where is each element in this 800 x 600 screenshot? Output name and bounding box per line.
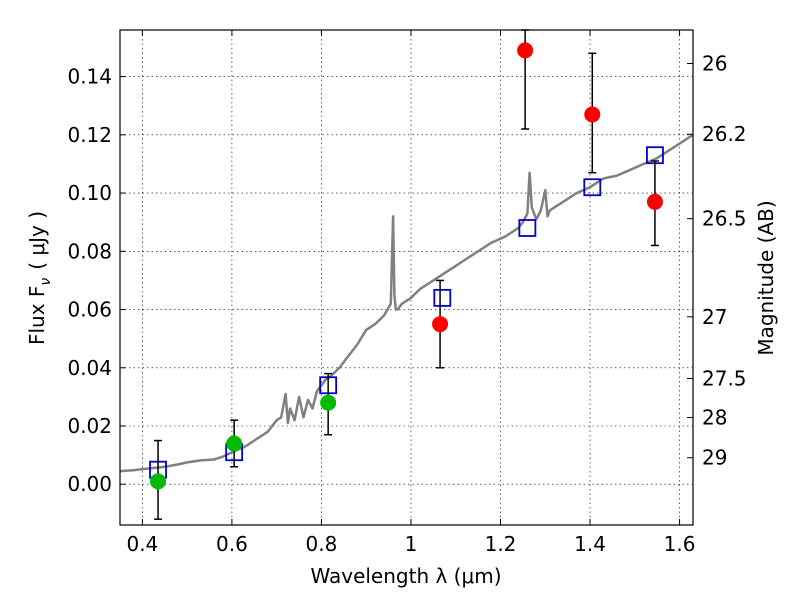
y-axis-label-text: Flux F <box>25 286 49 345</box>
model-band-marker <box>583 178 602 197</box>
y-axis-label-unit: ( μJy ) <box>25 211 49 270</box>
y-tick-label: 0.02 <box>67 414 112 438</box>
y-tick-label: 0.00 <box>67 472 112 496</box>
y2-tick-label: 26 <box>702 51 727 75</box>
y2-tick-label: 27 <box>702 305 727 329</box>
photometry-point <box>517 42 534 59</box>
model-band-marker <box>433 288 452 307</box>
y2-tick-label: 27.5 <box>702 367 747 391</box>
y-tick-label: 0.14 <box>67 65 112 89</box>
photometry-point <box>646 193 663 210</box>
plot-frame <box>119 29 694 526</box>
x-tick-label: 0.4 <box>126 532 158 556</box>
data-series <box>119 29 694 520</box>
grid <box>120 30 693 525</box>
x-axis-label: Wavelength λ (μm) <box>310 564 501 588</box>
y2-tick-label: 28 <box>702 406 727 430</box>
photometry-point <box>150 473 167 490</box>
axis-ticks: 0.4 0.6 0.8 1 1.2 1.4 1.6 0.00 0.02 0.04 0.06 0.08 0… <box>67 30 747 556</box>
photometry-point <box>226 435 243 452</box>
y-tick-label: 0.10 <box>67 181 112 205</box>
y-tick-label: 0.12 <box>67 123 112 147</box>
x-tick-label: 1 <box>405 532 418 556</box>
x-tick-label: 1.6 <box>664 532 696 556</box>
y-axis-label-subscript: ν <box>38 278 54 286</box>
y-tick-label: 0.04 <box>67 356 112 380</box>
photometry-point <box>320 394 337 411</box>
y2-tick-label: 26.2 <box>702 122 747 146</box>
y2-tick-label: 26.5 <box>702 207 747 231</box>
y2-tick-label: 29 <box>702 446 727 470</box>
x-tick-label: 1.4 <box>574 532 606 556</box>
y-tick-label: 0.08 <box>67 239 112 263</box>
x-tick-label: 1.2 <box>485 532 517 556</box>
x-tick-label: 0.6 <box>216 532 248 556</box>
y-tick-label: 0.06 <box>67 298 112 322</box>
photometry-point <box>584 106 601 123</box>
svg-text:Flux Fν( μJy ): Flux Fν ( μJy ) <box>25 211 54 345</box>
photometry-point <box>432 316 449 333</box>
model-band-marker <box>518 219 537 237</box>
x-tick-label: 0.8 <box>306 532 338 556</box>
y-axis-label: Flux Fν ( μJy ) <box>25 211 54 345</box>
y2-axis-label: Magnitude (AB) <box>754 200 778 355</box>
spectrum-line <box>119 133 694 473</box>
